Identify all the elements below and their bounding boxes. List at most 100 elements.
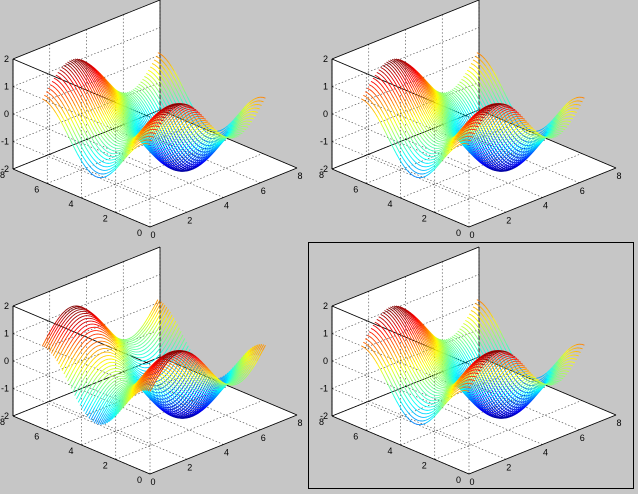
surface-mesh-line bbox=[122, 96, 126, 102]
surface-mesh-line bbox=[241, 114, 245, 118]
surface-mesh-line bbox=[167, 116, 172, 121]
surface-mesh-line bbox=[150, 140, 154, 143]
surface-mesh-line bbox=[397, 120, 402, 126]
y-tick-label: 0 bbox=[137, 228, 142, 238]
surface-mesh-line bbox=[439, 129, 443, 134]
surface-mesh-line bbox=[405, 72, 409, 78]
surface-mesh-line bbox=[388, 60, 392, 63]
surface-mesh-line bbox=[96, 106, 101, 112]
surface-mesh-line bbox=[491, 82, 495, 89]
surface-mesh-line bbox=[392, 139, 397, 146]
surface-mesh-line bbox=[524, 126, 528, 128]
surface-mesh-line bbox=[92, 72, 96, 78]
surface-mesh-line bbox=[180, 108, 184, 112]
subplot-top-right[interactable]: 0 2 4 6 8 0 2 4 6 8 -2 -1 0 1 2 bbox=[319, 0, 638, 247]
surface-mesh-line bbox=[438, 110, 443, 116]
surface-mesh-line bbox=[97, 98, 102, 105]
surface-mesh-line bbox=[486, 158, 490, 161]
surface-mesh-line bbox=[500, 103, 504, 105]
surface-mesh-line bbox=[423, 135, 427, 140]
surface-mesh-line bbox=[202, 117, 206, 120]
surface-mesh-line bbox=[512, 146, 517, 151]
surface-mesh-line bbox=[122, 99, 127, 105]
surface-mesh-line bbox=[147, 132, 151, 134]
surface-mesh-line bbox=[561, 118, 566, 121]
surface-mesh-line bbox=[577, 104, 581, 106]
surface-mesh-line bbox=[442, 132, 446, 136]
surface-mesh-line bbox=[133, 112, 138, 119]
surface-mesh-line bbox=[88, 132, 93, 138]
surface-mesh-line bbox=[125, 149, 130, 154]
surface-mesh-line bbox=[457, 118, 462, 125]
surface-mesh-line bbox=[382, 64, 386, 68]
surface-mesh-line bbox=[563, 105, 567, 110]
surface-mesh-line bbox=[174, 79, 178, 85]
surface-mesh-line bbox=[406, 144, 410, 149]
surface-mesh-line bbox=[159, 147, 164, 153]
surface-mesh-line bbox=[519, 146, 523, 150]
x-tick-label: 0 bbox=[150, 230, 155, 240]
surface-mesh-line bbox=[109, 85, 113, 91]
surface-mesh-line bbox=[136, 133, 141, 137]
surface-mesh-line bbox=[452, 109, 456, 115]
surface-mesh-line bbox=[363, 94, 367, 98]
surface-mesh-line bbox=[387, 88, 392, 94]
surface-mesh-line bbox=[546, 123, 550, 127]
surface-mesh-line bbox=[394, 106, 398, 112]
surface-mesh-line bbox=[144, 92, 148, 97]
surface-mesh-line bbox=[120, 100, 124, 107]
surface-mesh-line bbox=[186, 113, 190, 116]
surface-mesh-line bbox=[419, 160, 424, 163]
surface-mesh-line bbox=[443, 104, 447, 111]
surface-mesh-line bbox=[491, 153, 496, 158]
surface-mesh-line bbox=[402, 79, 406, 86]
surface-mesh-line bbox=[419, 118, 423, 124]
surface-mesh-line bbox=[479, 53, 483, 57]
surface-mesh-line bbox=[531, 139, 535, 143]
surface-mesh-line bbox=[69, 96, 74, 102]
surface-mesh-line bbox=[462, 127, 466, 131]
surface-mesh-line bbox=[407, 159, 412, 164]
surface-mesh-line bbox=[379, 78, 384, 82]
surface-mesh-line bbox=[236, 119, 240, 124]
surface-mesh-line bbox=[103, 129, 107, 134]
surface-mesh-line bbox=[151, 151, 155, 154]
surface-mesh-line bbox=[172, 130, 176, 135]
surface-mesh-line bbox=[143, 124, 147, 129]
surface-mesh-line bbox=[445, 145, 449, 150]
surface-mesh-line bbox=[116, 150, 120, 152]
surface-mesh-line bbox=[424, 146, 429, 149]
subplot-top-left[interactable]: 0 2 4 6 8 0 2 4 6 8 -2 -1 0 1 2 bbox=[0, 0, 319, 247]
surface-mesh-line bbox=[100, 160, 105, 163]
surface-mesh-line bbox=[444, 149, 448, 153]
surface-mesh-line bbox=[525, 137, 529, 141]
surface-mesh-line bbox=[166, 106, 170, 108]
surface-mesh-line bbox=[555, 130, 558, 132]
surface-mesh-line bbox=[203, 123, 207, 128]
surface-mesh-line bbox=[213, 137, 217, 141]
surface-mesh-line bbox=[475, 99, 479, 106]
surface-mesh-line bbox=[509, 117, 513, 120]
surface-mesh-line bbox=[480, 66, 485, 70]
surface-mesh-line bbox=[76, 95, 80, 101]
surface-mesh-line bbox=[141, 115, 146, 121]
surface-mesh-line bbox=[143, 99, 147, 104]
surface-mesh-line bbox=[426, 155, 430, 158]
surface-mesh-line bbox=[427, 170, 431, 173]
surface-mesh-line bbox=[113, 123, 117, 128]
surface-mesh-line bbox=[534, 142, 538, 146]
z-tick-label: -2 bbox=[1, 164, 9, 174]
surface-mesh-line bbox=[161, 127, 166, 131]
surface-mesh-line bbox=[396, 111, 401, 118]
surface-mesh-line bbox=[394, 135, 398, 142]
surface-mesh-line bbox=[172, 143, 176, 147]
surface-mesh-line bbox=[70, 85, 75, 91]
surface-mesh-line bbox=[219, 129, 223, 132]
surface-mesh-line bbox=[112, 97, 116, 104]
surface-mesh-line bbox=[68, 137, 73, 144]
surface-mesh-line bbox=[93, 141, 98, 147]
surface-mesh-line bbox=[371, 108, 376, 113]
surface-mesh-line bbox=[483, 135, 488, 139]
surface-mesh-line bbox=[115, 144, 119, 147]
surface-mesh-line bbox=[451, 128, 456, 134]
